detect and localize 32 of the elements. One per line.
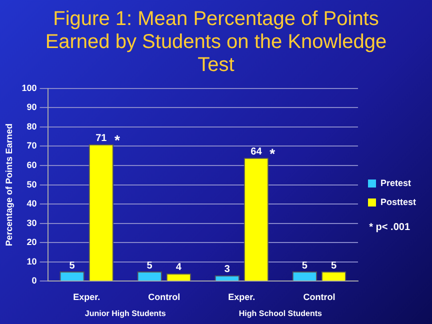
data-label: 5 [302,260,308,272]
data-label: 64 [250,146,262,158]
x-tick-label: Exper. [228,292,256,302]
x-tick-label: Exper. [73,292,100,302]
data-label: 5 [330,260,337,272]
y-tick-label: 20 [26,237,37,248]
data-label: 5 [146,260,153,272]
y-tick-label: 80 [26,121,37,132]
y-tick-label: 70 [26,140,37,151]
legend-label: Pretest [380,178,412,188]
y-axis-title: Percentage of Points Earned [4,124,14,246]
text: Junior High Students [84,309,166,318]
data-label: 3 [224,264,230,276]
annotation: * [114,132,120,148]
y-tick-label: 30 [26,218,37,228]
y-tick-label: 0 [32,276,37,286]
legend-label: Posttest [380,196,416,207]
annotation: * [270,146,276,162]
data-label: 5 [69,260,76,272]
x-tick-label: Control [148,292,180,302]
y-tick-label: 40 [26,198,37,209]
y-tick-label: 10 [26,256,37,266]
data-label: 71 [96,133,108,144]
y-tick-label: 100 [22,82,37,93]
y-tick-label: 60 [26,160,37,170]
data-label: 4 [176,262,182,274]
text: High School Students [238,309,323,318]
text: * p< .001 [369,222,410,234]
y-tick-label: 90 [26,102,37,112]
x-tick-label: Control [303,292,336,302]
chart-title: Figure 1: Mean Percentage of Points Earned by Students on the Knowledge Test [44,7,388,78]
y-tick-label: 50 [26,179,37,190]
